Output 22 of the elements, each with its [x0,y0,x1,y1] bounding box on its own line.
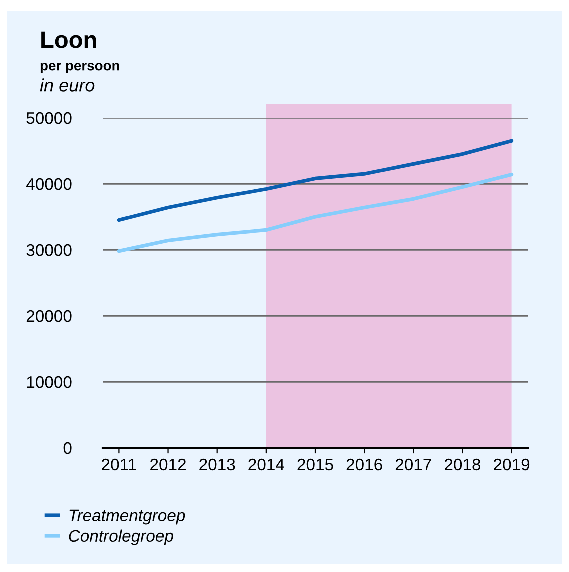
line-series [117,172,514,254]
y-tick-label: 0 [64,442,72,454]
x-tick-label: 2017 [396,458,432,471]
x-tick-label: 2018 [445,458,481,471]
y-tick-label: 20000 [26,310,72,322]
x-tick-label: 2013 [200,458,236,471]
y-tick-label: 50000 [26,112,72,124]
y-tick-label: 10000 [27,376,72,388]
y-tick-label: 40000 [26,178,72,190]
y-axis-title: in euro [40,78,95,92]
x-tick-label: 2019 [494,458,530,471]
x-tick-label: 2014 [248,458,284,471]
x-tick-label: 2015 [298,458,334,471]
x-tick-label: 2016 [346,458,382,471]
chart-subtitle: per persoon [40,63,120,74]
y-tick-label: 30000 [26,244,72,256]
chart-title: Loon [42,32,96,48]
legend-label: Controlegroep [69,530,174,546]
x-tick-label: 2012 [150,458,186,471]
line-series [117,139,514,222]
x-tick-label: 2011 [102,458,136,471]
legend-label: Treatmentgroep [70,510,186,525]
